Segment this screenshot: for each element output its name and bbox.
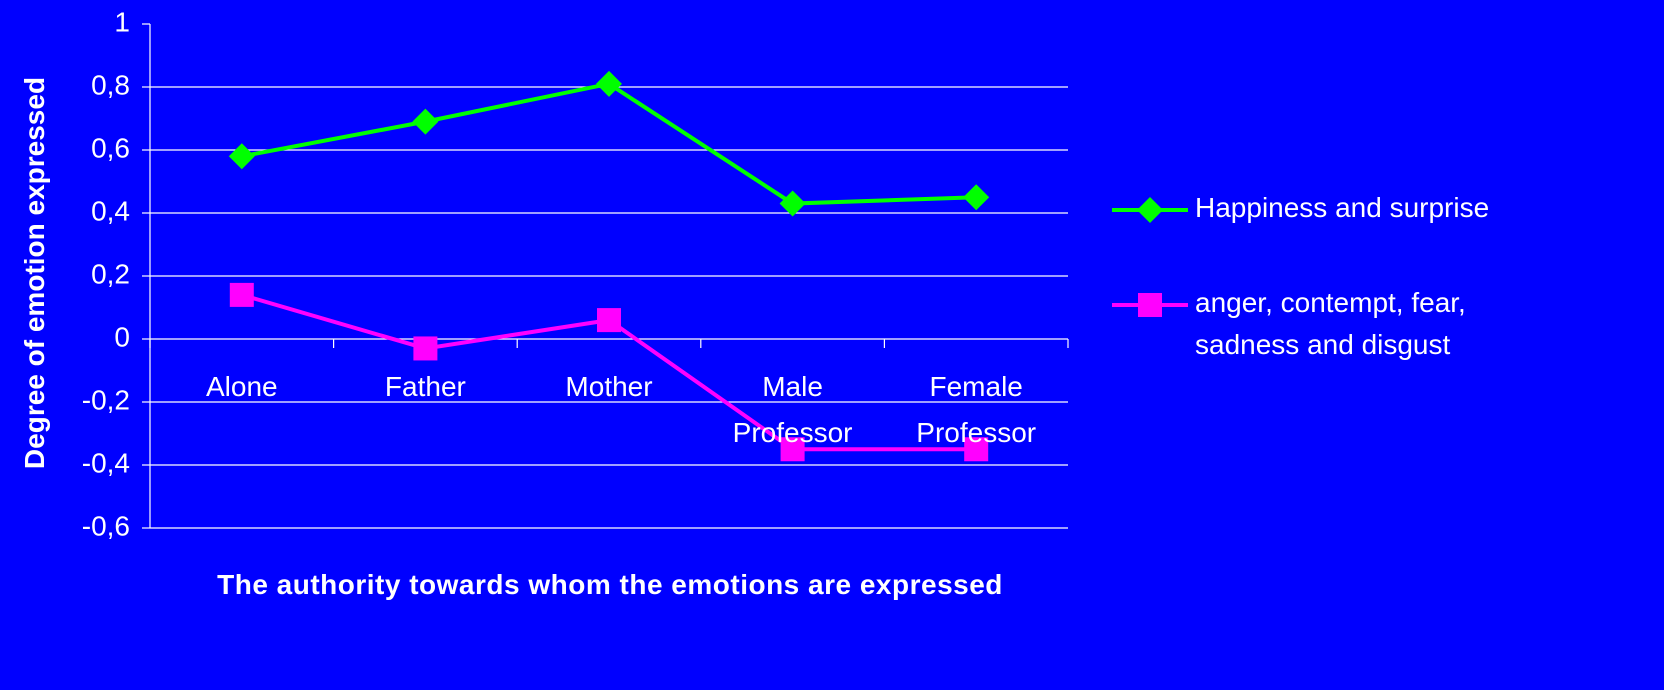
y-axis-title: Degree of emotion expressed [19,76,50,470]
point [779,190,806,217]
point [597,308,621,333]
y-tick-label: -0,4 [82,447,130,478]
x-axis-title: The authority towards whom the emotions … [217,569,1003,600]
legend-label: anger, contempt, fear, sadness and disgu… [1195,287,1466,360]
legend-marker [1138,293,1162,317]
x-tick-label: Mother [565,371,653,402]
y-tick-label: 0,8 [91,69,130,100]
y-tick-label: -0,2 [82,384,130,415]
y-tick-label: 0,4 [91,195,130,226]
x-tick-label: Father [384,371,466,402]
y-tick-label: 0 [114,321,130,352]
point [228,143,255,170]
legend-label: Happiness and surprise [1195,192,1490,223]
x-tick-label: Male Professor [732,371,853,448]
point [780,437,805,462]
y-tick-label: 1 [114,6,130,37]
point [964,437,989,462]
x-tick-label: Female Professor [916,371,1037,448]
point [412,108,439,135]
y-tick-label: -0,6 [82,510,130,541]
x-tick-label: Alone [205,371,278,402]
y-tick-label: 0,6 [91,132,130,163]
y-tick-label: 0,2 [91,258,130,289]
point [596,70,622,97]
point [963,184,990,211]
point [229,282,254,307]
legend-marker [1137,197,1163,223]
point [413,336,438,361]
series-line [241,81,977,206]
